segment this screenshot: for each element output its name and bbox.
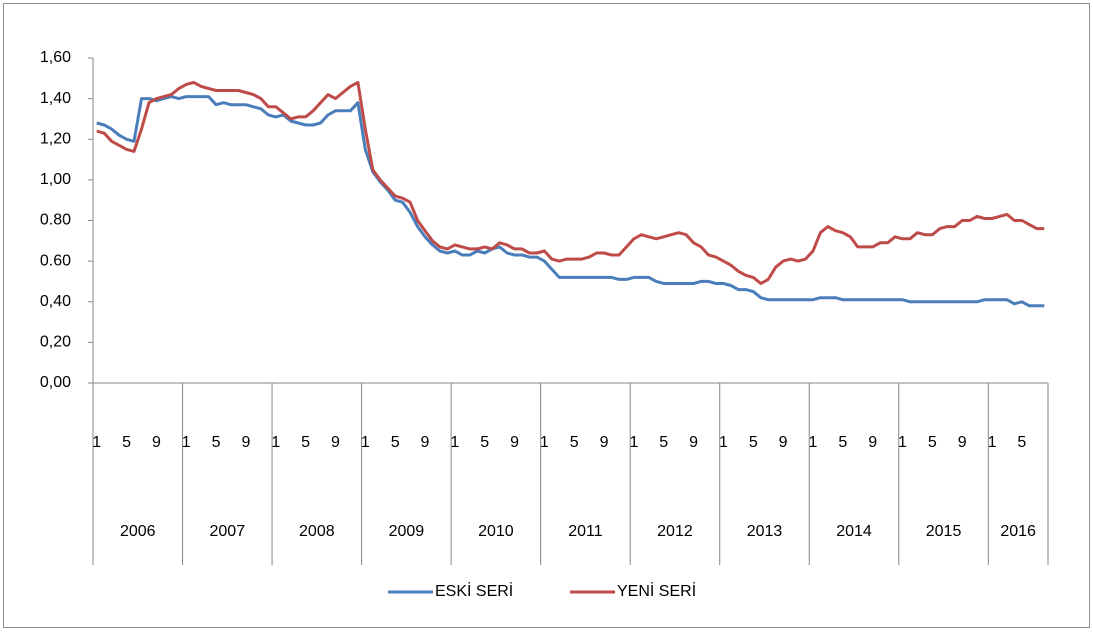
x-tick-label: 5 (301, 434, 310, 451)
x-tick-label: 9 (689, 434, 698, 451)
x-tick-label: 1 (361, 434, 370, 451)
x-tick-label: 5 (391, 434, 400, 451)
x-tick-label: 1 (92, 434, 101, 451)
x-tick-label: 9 (600, 434, 609, 451)
y-tick-label: 0.80 (40, 212, 71, 229)
line-series (96, 80, 1045, 285)
year-label: 2015 (926, 523, 962, 540)
year-label: 2009 (389, 523, 425, 540)
x-tick-label: 5 (838, 434, 847, 451)
x-tick-label: 1 (182, 434, 191, 451)
chart-border (3, 3, 1090, 628)
x-tick-label: 5 (659, 434, 668, 451)
x-tick-label: 9 (152, 434, 161, 451)
y-tick-label: 0,20 (40, 334, 71, 351)
y-tick-label: 0,00 (40, 374, 71, 391)
x-tick-label: 1 (629, 434, 638, 451)
x-tick-label: 9 (779, 434, 788, 451)
x-tick-label: 5 (122, 434, 131, 451)
x-tick-label: 9 (958, 434, 967, 451)
year-label: 2011 (568, 523, 603, 540)
year-label: 2006 (120, 523, 156, 540)
legend-label: ESKİ SERİ (435, 581, 513, 600)
y-tick-label: 1,60 (40, 49, 71, 66)
x-tick-label: 9 (331, 434, 340, 451)
x-tick-label: 5 (1017, 434, 1026, 451)
year-label: 2010 (478, 523, 514, 540)
x-tick-label: 1 (898, 434, 907, 451)
x-tick-label: 5 (480, 434, 489, 451)
legend-label: YENİ SERİ (617, 581, 696, 600)
x-tick-label: 9 (510, 434, 519, 451)
year-label: 2008 (299, 523, 335, 540)
y-tick-label: 1,00 (40, 171, 71, 188)
x-tick-label: 5 (570, 434, 579, 451)
x-tick-label: 9 (868, 434, 877, 451)
y-tick-label: 0,40 (40, 293, 71, 310)
year-label: 2012 (657, 523, 693, 540)
x-tick-label: 1 (719, 434, 728, 451)
y-tick-label: 0.60 (40, 252, 71, 269)
x-tick-label: 1 (809, 434, 818, 451)
x-tick-label: 9 (241, 434, 250, 451)
line-series (96, 95, 1045, 308)
x-tick-label: 1 (988, 434, 997, 451)
x-tick-label: 1 (450, 434, 459, 451)
x-tick-label: 5 (928, 434, 937, 451)
year-label: 2016 (1000, 523, 1036, 540)
y-tick-label: 1,40 (40, 90, 71, 107)
x-tick-label: 1 (271, 434, 280, 451)
x-tick-label: 1 (540, 434, 549, 451)
year-label: 2014 (836, 523, 872, 540)
x-tick-label: 9 (421, 434, 430, 451)
year-label: 2013 (747, 523, 783, 540)
x-tick-label: 5 (749, 434, 758, 451)
x-tick-label: 5 (212, 434, 221, 451)
year-label: 2007 (210, 523, 246, 540)
y-tick-label: 1,20 (40, 130, 71, 147)
